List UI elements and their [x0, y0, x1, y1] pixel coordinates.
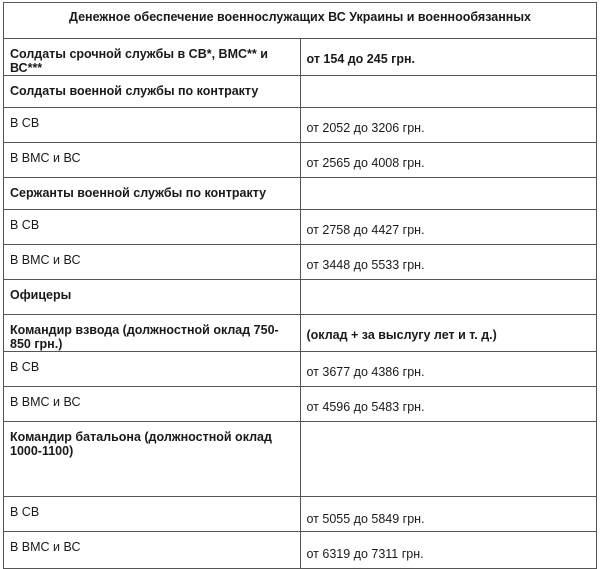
row-label: В СВ [3, 209, 301, 245]
table-row: Солдаты военной службы по контракту [3, 75, 597, 108]
row-value: от 3677 до 4386 грн. [299, 351, 597, 387]
row-value [299, 279, 597, 315]
table-row: В ВМС и ВС от 6319 до 7311 грн. [3, 531, 597, 569]
row-label: Офицеры [3, 279, 301, 315]
row-label: В СВ [3, 496, 301, 532]
table-row: Офицеры [3, 279, 597, 315]
row-label: В СВ [3, 351, 301, 387]
table-title: Денежное обеспечение военнослужащих ВС У… [3, 2, 597, 39]
row-label: В СВ [3, 107, 301, 143]
table-header-row: Денежное обеспечение военнослужащих ВС У… [3, 2, 597, 39]
row-label: В ВМС и ВС [3, 531, 301, 569]
row-value: от 2758 до 4427 грн. [299, 209, 597, 245]
row-label: В ВМС и ВС [3, 142, 301, 178]
row-value [299, 177, 597, 210]
row-value: от 2052 до 3206 грн. [299, 107, 597, 143]
row-value: от 4596 до 5483 грн. [299, 386, 597, 422]
table-row: Командир взвода (должностной оклад 750-8… [3, 314, 597, 352]
table-row: В СВ от 5055 до 5849 грн. [3, 496, 597, 532]
table-row: Командир батальона (должностной оклад 10… [3, 421, 597, 497]
table-row: В СВ от 2758 до 4427 грн. [3, 209, 597, 245]
row-value [299, 75, 597, 108]
row-label: Солдаты срочной службы в СВ*, ВМС** и ВС… [3, 38, 301, 76]
salary-table: Денежное обеспечение военнослужащих ВС У… [3, 2, 597, 569]
row-value: от 5055 до 5849 грн. [299, 496, 597, 532]
row-label: В ВМС и ВС [3, 244, 301, 280]
table-row: В ВМС и ВС от 3448 до 5533 грн. [3, 244, 597, 280]
row-value [299, 421, 597, 497]
row-label: Сержанты военной службы по контракту [3, 177, 301, 210]
table-row: В СВ от 2052 до 3206 грн. [3, 107, 597, 143]
table-row: Сержанты военной службы по контракту [3, 177, 597, 210]
row-label: Командир батальона (должностной оклад 10… [3, 421, 301, 497]
row-label: Командир взвода (должностной оклад 750-8… [3, 314, 301, 352]
row-label: В ВМС и ВС [3, 386, 301, 422]
table-row: В СВ от 3677 до 4386 грн. [3, 351, 597, 387]
table-row: В ВМС и ВС от 4596 до 5483 грн. [3, 386, 597, 422]
table-row: В ВМС и ВС от 2565 до 4008 грн. [3, 142, 597, 178]
table-row: Солдаты срочной службы в СВ*, ВМС** и ВС… [3, 38, 597, 76]
row-value: от 2565 до 4008 грн. [299, 142, 597, 178]
row-label: Солдаты военной службы по контракту [3, 75, 301, 108]
row-value: от 6319 до 7311 грн. [299, 531, 597, 569]
row-value: от 3448 до 5533 грн. [299, 244, 597, 280]
row-value: (оклад + за выслугу лет и т. д.) [299, 314, 597, 352]
row-value: от 154 до 245 грн. [299, 38, 597, 76]
